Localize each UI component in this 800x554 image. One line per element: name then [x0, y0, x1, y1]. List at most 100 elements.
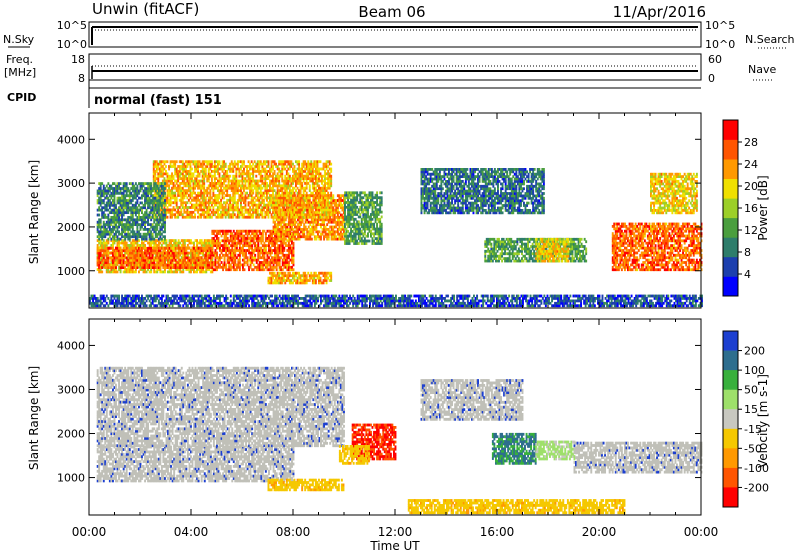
- power-cell: [283, 246, 286, 250]
- power-cell: [278, 235, 281, 239]
- power-cell: [307, 206, 310, 209]
- power-cell: [96, 263, 99, 267]
- power-cell: [327, 170, 330, 173]
- power-cell: [205, 265, 208, 269]
- power-cell: [178, 206, 181, 209]
- power-cell: [332, 228, 335, 231]
- power-cell: [224, 206, 227, 209]
- power-cell: [133, 266, 136, 270]
- power-cell: [205, 260, 208, 264]
- power-cell: [220, 251, 223, 255]
- power-cell: [134, 263, 137, 267]
- power-cell: [148, 241, 151, 245]
- power-cell: [200, 241, 203, 245]
- power-cell: [217, 261, 220, 264]
- power-cell: [96, 251, 99, 255]
- power-cell: [209, 206, 212, 209]
- power-cell: [284, 241, 287, 245]
- power-cell: [279, 215, 282, 219]
- power-cell: [211, 268, 214, 271]
- power-cell: [179, 268, 182, 271]
- power-cell: [241, 208, 244, 212]
- power-cell: [330, 208, 333, 212]
- power-cell: [193, 268, 195, 271]
- power-cell: [245, 251, 248, 255]
- power-cell: [169, 162, 172, 166]
- power-cell: [209, 270, 212, 274]
- power-cell: [244, 194, 247, 197]
- power-cell: [174, 256, 177, 259]
- power-cell: [313, 194, 316, 197]
- power-cell: [298, 237, 301, 241]
- power-cell: [154, 172, 157, 176]
- power-cell: [204, 167, 207, 171]
- power-cell: [287, 172, 290, 176]
- power-cell: [308, 210, 311, 214]
- power-cell: [227, 210, 230, 214]
- power-cell: [236, 162, 239, 166]
- power-cell: [127, 254, 130, 257]
- power-cell: [209, 239, 212, 243]
- power-cell: [232, 265, 235, 269]
- power-cell: [325, 162, 328, 166]
- power-cell: [162, 241, 165, 245]
- power-cell: [301, 172, 304, 176]
- power-cell: [154, 270, 157, 274]
- power-cell: [206, 268, 209, 271]
- power-cell: [280, 265, 283, 269]
- power-cell: [335, 235, 338, 239]
- power-cell: [136, 246, 139, 250]
- power-cell: [211, 258, 214, 262]
- power-cell: [112, 244, 114, 247]
- power-cell: [196, 244, 199, 247]
- power-cell: [200, 215, 203, 219]
- power-cell: [176, 253, 179, 257]
- power-cell: [195, 201, 198, 205]
- power-cell: [128, 270, 131, 274]
- power-cell: [327, 228, 330, 231]
- power-cell: [134, 246, 137, 250]
- power-cell: [96, 261, 99, 265]
- power-cell: [272, 165, 275, 168]
- power-cell: [233, 165, 236, 168]
- power-cell: [327, 237, 330, 241]
- power-cell: [112, 266, 114, 270]
- power-cell: [197, 258, 200, 262]
- power-cell: [302, 191, 305, 195]
- power-cell: [315, 225, 318, 229]
- power-cell: [254, 253, 257, 257]
- power-cell: [203, 265, 206, 269]
- power-cell: [104, 225, 107, 229]
- power-cell: [167, 249, 169, 253]
- power-cell: [134, 256, 137, 260]
- power-cell: [145, 266, 148, 270]
- power-cell: [231, 246, 234, 250]
- power-cell: [328, 160, 331, 164]
- power-cell: [142, 260, 145, 264]
- power-cell: [118, 239, 121, 243]
- power-cell: [312, 232, 315, 236]
- nsky-tick-bottom-left: 10^0: [57, 38, 87, 51]
- power-cell: [159, 249, 162, 253]
- power-cell: [150, 246, 153, 250]
- power-cell: [259, 189, 262, 193]
- power-cell: [175, 196, 178, 200]
- power-cell: [211, 270, 214, 274]
- power-cell: [115, 251, 117, 255]
- power-cell: [250, 182, 253, 185]
- power-cell: [308, 184, 311, 188]
- power-cell: [112, 270, 114, 274]
- power-cell: [127, 263, 130, 267]
- power-cell: [136, 266, 139, 270]
- power-cell: [202, 270, 205, 274]
- power-cell: [127, 261, 130, 265]
- power-cell: [298, 162, 301, 166]
- power-cell: [121, 266, 124, 270]
- power-cell: [314, 174, 317, 178]
- power-cell: [257, 241, 260, 245]
- power-cell: [217, 237, 220, 240]
- power-cell: [198, 198, 201, 202]
- power-cell: [153, 261, 156, 265]
- power-cell: [260, 246, 263, 250]
- power-cell: [251, 261, 254, 264]
